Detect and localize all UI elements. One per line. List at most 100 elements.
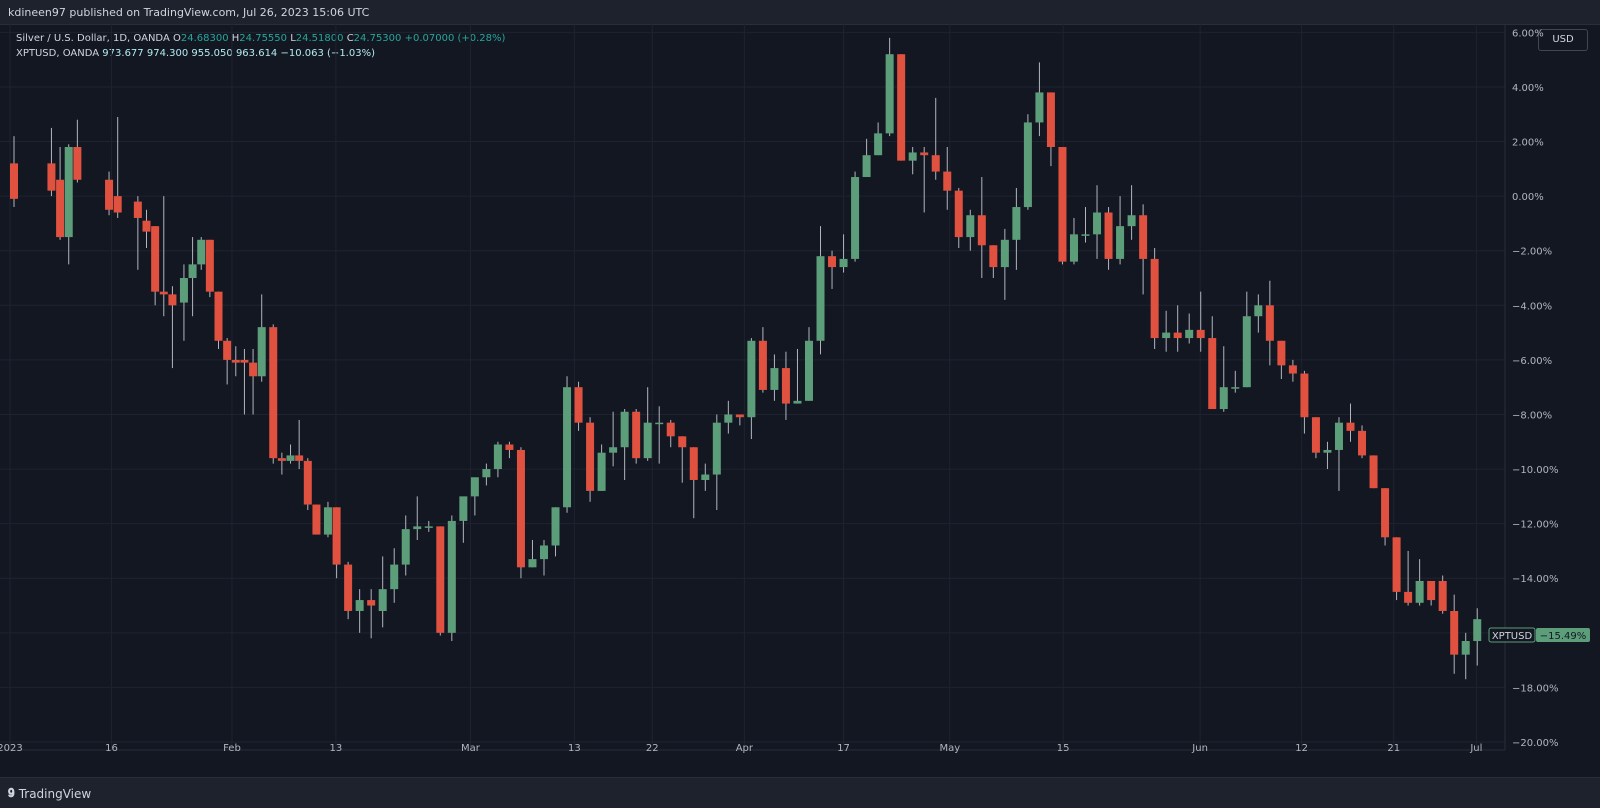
candle (355, 589, 364, 633)
candle (1265, 280, 1274, 366)
candle (908, 147, 917, 175)
candle (286, 444, 295, 464)
candle (424, 520, 433, 532)
candle-body-up (1254, 305, 1263, 317)
candle-body-down (977, 215, 986, 246)
candle-body-up (874, 133, 883, 156)
candle-body-down (1450, 610, 1459, 655)
x-tick-label: 13 (568, 743, 581, 754)
candle (56, 147, 65, 240)
candle-body-down (1173, 332, 1182, 339)
candle (516, 447, 525, 579)
candle-body-down (678, 436, 687, 448)
candle (269, 324, 278, 464)
candle (64, 144, 73, 265)
candle-body-up (390, 564, 399, 590)
candle-body-down (142, 220, 151, 232)
candle (920, 147, 929, 213)
y-tick-label: 0.00% (1512, 192, 1544, 203)
tradingview-brand-text: TradingView (18, 786, 92, 801)
candle (1277, 340, 1286, 379)
candle-body-up (470, 477, 479, 497)
publisher-bar: kdineen97 published on TradingView.com, … (0, 0, 1600, 25)
candle (712, 414, 721, 511)
candle-body-up (609, 447, 618, 453)
y-tick-label: −12.00% (1512, 520, 1559, 531)
candle (344, 561, 353, 620)
candle-body-down (113, 196, 122, 213)
candle-body-up (1093, 212, 1102, 235)
candle-body-down (159, 291, 168, 295)
candle (1012, 187, 1021, 270)
candle (332, 507, 341, 579)
candle-body-up (551, 507, 560, 546)
legend-close-2: 963.614 (235, 48, 278, 59)
x-tick-label: May (939, 743, 960, 754)
candle-body-up (1323, 449, 1332, 453)
candle (142, 209, 151, 248)
candle-body-down (943, 171, 952, 191)
x-tick-label: Mar (461, 743, 481, 754)
candle (1358, 425, 1367, 459)
candle-body-down (1358, 430, 1367, 456)
candle (378, 556, 387, 628)
candle-body-up (1035, 92, 1044, 123)
candle (10, 136, 18, 208)
candle-body-down (735, 414, 744, 418)
candle (1058, 147, 1067, 265)
candle (1242, 291, 1251, 388)
candle-body-up (793, 400, 802, 404)
candle-body-down (269, 327, 278, 459)
candle-body-down (574, 387, 583, 423)
candle-body-down (1265, 305, 1274, 341)
footer-bar: 𝟗 TradingView (0, 777, 1600, 808)
candle (655, 406, 664, 464)
candle-body-up (459, 496, 468, 521)
candle (724, 400, 733, 434)
candle-body-down (666, 422, 675, 437)
candle-body-up (851, 177, 860, 259)
time-axis[interactable]: 2023 16 Feb 13 Mar 13 22 Apr 17 May 15 Jun 12 21 Jul (0, 743, 1482, 754)
candle (505, 441, 514, 459)
candle (47, 127, 56, 197)
tradingview-logo[interactable]: 𝟗 TradingView (8, 786, 91, 801)
candle (1208, 316, 1217, 410)
candle-body-up (197, 239, 206, 265)
candle-body-down (105, 179, 114, 210)
candle (586, 417, 595, 502)
candle-body-up (1461, 641, 1470, 655)
y-tick-label: −8.00% (1512, 410, 1552, 421)
candle-body-up (804, 340, 813, 401)
candle (168, 286, 177, 369)
candle (539, 540, 548, 576)
candle-body-up (1219, 387, 1228, 410)
candle (528, 540, 537, 568)
legend-change-2: −10.063 (−1.03%) (280, 48, 375, 59)
candle-body-up (401, 529, 410, 565)
candle-body-down (56, 179, 65, 238)
candle-body-up (862, 155, 871, 178)
candle (828, 250, 837, 289)
candle-body-up (528, 559, 537, 568)
candle-body-down (1427, 580, 1436, 601)
candle (1035, 62, 1044, 137)
candle-body-down (1104, 212, 1113, 259)
candle-body-up (620, 411, 629, 448)
candle-body-up (482, 469, 491, 478)
candle-body-down (47, 163, 56, 191)
candle (1185, 313, 1194, 344)
candle-body-up (1334, 422, 1343, 450)
candle-body-up (1081, 234, 1090, 236)
candle-body-up (1023, 122, 1032, 208)
candle-body-down (151, 226, 160, 292)
currency-button[interactable]: USD (1538, 29, 1588, 51)
candle (597, 444, 606, 491)
candle-body-down (1404, 591, 1413, 603)
x-tick-label: 15 (1057, 743, 1070, 754)
candle-body-up (563, 387, 572, 508)
candle-body-down (1392, 537, 1401, 592)
candle (1196, 291, 1205, 352)
candle-body-down (332, 507, 341, 565)
legend-close-label: C (346, 33, 354, 44)
